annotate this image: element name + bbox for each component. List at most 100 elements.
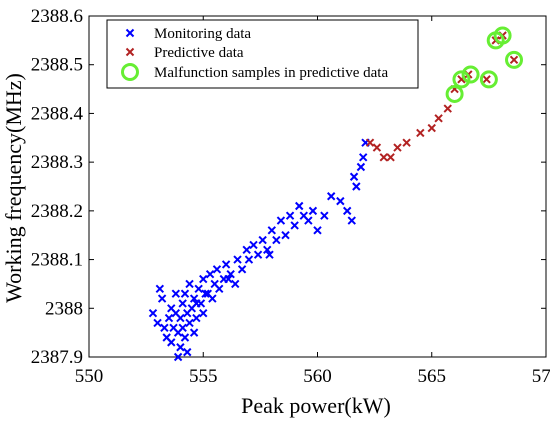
- predictive-point: [393, 143, 402, 152]
- x-axis: 550 555 560 565 570: [75, 16, 550, 387]
- monitoring-point: [356, 162, 366, 172]
- monitoring-point: [192, 313, 201, 323]
- y-tick-label: 2388.1: [31, 250, 83, 271]
- legend-cross-red: [125, 47, 135, 57]
- monitoring-point: [272, 235, 281, 245]
- monitoring-point: [304, 216, 313, 225]
- x-tick-label: 550: [75, 366, 104, 387]
- monitoring-point: [244, 255, 254, 264]
- malfunction-circle: [505, 50, 524, 69]
- predictive-point: [379, 153, 388, 162]
- monitoring-point: [180, 333, 190, 342]
- malfunction-circle: [452, 70, 471, 89]
- y-tick-label: 2388.5: [31, 55, 83, 76]
- monitoring-point: [226, 269, 235, 279]
- monitoring-point: [308, 206, 318, 216]
- y-tick-label: 2388.4: [31, 103, 84, 124]
- predictive-point: [386, 153, 395, 162]
- monitoring-point: [208, 294, 217, 303]
- monitoring-point: [242, 245, 251, 255]
- legend-label-predictive: Predictive data: [154, 45, 244, 61]
- monitoring-point: [176, 313, 185, 323]
- legend-marker-malfunction: [121, 63, 139, 81]
- predictive-point: [365, 138, 375, 147]
- predictive-point: [509, 55, 519, 65]
- legend-circle-green: [121, 63, 139, 81]
- monitoring-point: [349, 172, 359, 181]
- monitoring-point: [199, 308, 208, 318]
- monitoring-point: [253, 250, 263, 259]
- legend-label-monitoring: Monitoring data: [154, 26, 251, 42]
- monitoring-point: [189, 294, 199, 303]
- monitoring-point: [205, 269, 215, 279]
- predictive-point: [402, 138, 411, 147]
- monitoring-point: [155, 284, 165, 294]
- monitoring-point: [201, 289, 210, 298]
- malfunction-circle: [445, 84, 464, 103]
- malfunction-circle: [479, 70, 498, 89]
- monitoring-point: [180, 289, 190, 298]
- monitoring-point: [160, 323, 169, 332]
- x-tick-label: 570: [532, 366, 550, 387]
- monitoring-point: [267, 226, 277, 235]
- monitoring-point: [281, 231, 290, 240]
- y-axis-title: Working frequency(MHz): [1, 73, 26, 303]
- monitoring-point: [347, 216, 356, 225]
- monitoring-point: [192, 299, 201, 308]
- monitoring-point: [157, 294, 167, 303]
- predictive-point: [482, 75, 491, 84]
- monitoring-point: [320, 211, 329, 220]
- monitoring-point: [215, 284, 224, 294]
- monitoring-point: [237, 265, 247, 274]
- y-tick-label: 2387.9: [31, 347, 83, 368]
- predictive-point: [427, 123, 436, 133]
- predictive-point: [434, 114, 443, 123]
- monitoring-point: [342, 206, 352, 216]
- monitoring-point: [167, 338, 176, 347]
- monitoring-point: [295, 201, 304, 211]
- malfunction-circle: [461, 65, 480, 84]
- monitoring-point: [231, 279, 240, 289]
- monitoring-point: [285, 211, 295, 220]
- legend: Monitoring data Predictive data Malfunct…: [106, 19, 419, 89]
- monitoring-point: [189, 328, 199, 337]
- legend-marker-monitoring: [125, 28, 135, 38]
- monitoring-point: [185, 279, 194, 289]
- predictive-point: [443, 104, 452, 113]
- predictive-point: [416, 128, 425, 138]
- monitoring-point: [212, 265, 222, 274]
- monitoring-point: [199, 274, 208, 284]
- monitoring-point: [153, 318, 162, 328]
- data-marks: [148, 26, 524, 362]
- y-tick-label: 2388: [45, 298, 83, 319]
- monitoring-point: [164, 313, 174, 323]
- x-tick-label: 565: [418, 366, 447, 387]
- monitoring-point: [171, 289, 181, 298]
- x-tick-label: 560: [303, 366, 332, 387]
- monitoring-point: [194, 284, 203, 294]
- monitoring-point: [176, 343, 185, 352]
- legend-label-malfunction: Malfunction samples in predictive data: [154, 65, 388, 81]
- x-axis-title: Peak power(kW): [241, 393, 391, 418]
- monitoring-point: [178, 323, 187, 332]
- y-tick-label: 2388.2: [31, 201, 83, 222]
- monitoring-point: [336, 196, 345, 206]
- monitoring-point: [173, 352, 183, 362]
- monitoring-point: [290, 221, 299, 230]
- monitoring-point: [233, 255, 242, 264]
- monitoring-point: [221, 260, 231, 269]
- monitoring-point: [358, 153, 368, 162]
- legend-cross-blue: [125, 28, 135, 38]
- predictive-point: [372, 143, 382, 152]
- legend-box: [106, 19, 419, 89]
- monitoring-point: [148, 308, 158, 318]
- y-tick-label: 2388.6: [31, 6, 83, 27]
- monitoring-point: [327, 192, 336, 201]
- monitoring-point: [258, 235, 267, 245]
- monitoring-point: [313, 226, 322, 235]
- monitoring-point: [178, 299, 187, 308]
- monitoring-point: [185, 318, 194, 328]
- monitoring-point: [249, 240, 258, 250]
- monitoring-point: [263, 245, 272, 255]
